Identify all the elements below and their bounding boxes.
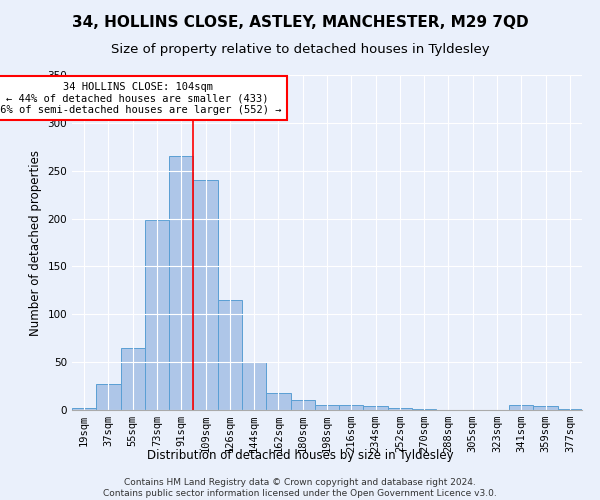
Text: Contains HM Land Registry data © Crown copyright and database right 2024.
Contai: Contains HM Land Registry data © Crown c…: [103, 478, 497, 498]
Bar: [193, 180, 218, 410]
Bar: [315, 405, 339, 410]
Bar: [242, 362, 266, 410]
Bar: [72, 408, 96, 410]
Bar: [290, 400, 315, 410]
Bar: [533, 406, 558, 410]
Bar: [509, 405, 533, 410]
Text: 34, HOLLINS CLOSE, ASTLEY, MANCHESTER, M29 7QD: 34, HOLLINS CLOSE, ASTLEY, MANCHESTER, M…: [71, 15, 529, 30]
Text: Size of property relative to detached houses in Tyldesley: Size of property relative to detached ho…: [110, 42, 490, 56]
Bar: [364, 406, 388, 410]
Text: Distribution of detached houses by size in Tyldesley: Distribution of detached houses by size …: [146, 448, 454, 462]
Text: 34 HOLLINS CLOSE: 104sqm
← 44% of detached houses are smaller (433)
56% of semi-: 34 HOLLINS CLOSE: 104sqm ← 44% of detach…: [0, 82, 281, 115]
Bar: [218, 300, 242, 410]
Bar: [145, 220, 169, 410]
Y-axis label: Number of detached properties: Number of detached properties: [29, 150, 42, 336]
Bar: [266, 393, 290, 410]
Bar: [121, 348, 145, 410]
Bar: [388, 408, 412, 410]
Bar: [96, 384, 121, 410]
Bar: [558, 409, 582, 410]
Bar: [169, 156, 193, 410]
Bar: [412, 409, 436, 410]
Bar: [339, 405, 364, 410]
